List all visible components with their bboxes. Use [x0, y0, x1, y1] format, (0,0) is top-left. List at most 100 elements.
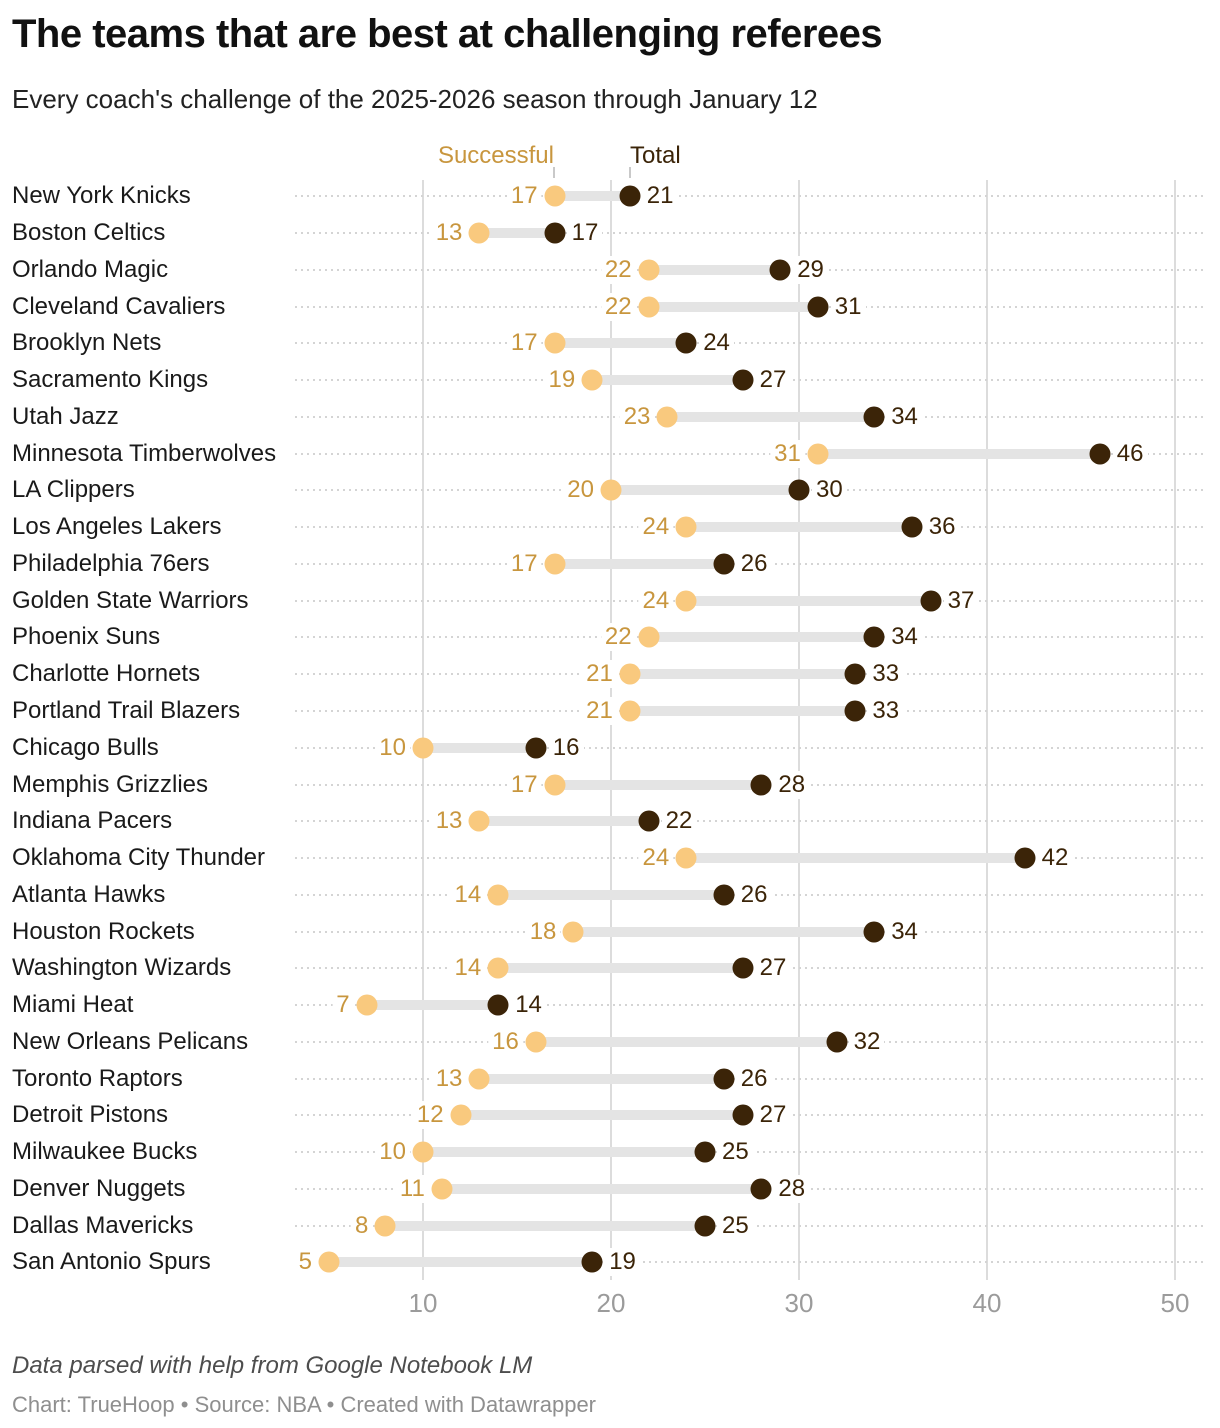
total-dot [863, 406, 885, 428]
chart-row: Indiana Pacers 13 22 [0, 802, 1220, 840]
legend-label-total: Total [630, 142, 681, 169]
team-label: Atlanta Hawks [0, 876, 182, 914]
range-connector [611, 485, 799, 496]
total-value: 32 [849, 1027, 885, 1056]
total-dot [863, 626, 885, 648]
total-value: 28 [774, 1174, 810, 1203]
total-value: 36 [924, 513, 960, 542]
legend-tick-successful [553, 167, 555, 178]
range-connector [554, 779, 762, 790]
chart-row: Charlotte Hornets 21 33 [0, 655, 1220, 693]
team-label: New Orleans Pelicans [0, 1023, 265, 1061]
chart-title: The teams that are best at challenging r… [12, 12, 883, 56]
successful-dot [374, 1215, 396, 1237]
team-label: Washington Wizards [0, 949, 248, 987]
chart-row: Minnesota Timberwolves 31 46 [0, 435, 1220, 473]
total-value: 21 [642, 182, 678, 211]
successful-value: 24 [638, 513, 674, 542]
team-label: Orlando Magic [0, 251, 185, 289]
chart-row: Oklahoma City Thunder 24 42 [0, 839, 1220, 877]
total-value: 33 [868, 697, 904, 725]
range-connector [686, 853, 1025, 864]
team-label: Oklahoma City Thunder [0, 839, 282, 877]
chart-row: Cleveland Cavaliers 22 31 [0, 288, 1220, 326]
successful-value: 21 [582, 697, 617, 725]
total-dot [525, 737, 547, 759]
total-dot [1014, 847, 1036, 869]
total-dot [844, 700, 866, 722]
successful-value: 22 [600, 292, 636, 321]
range-connector [648, 632, 875, 643]
team-label: Detroit Pistons [0, 1097, 185, 1134]
team-label: Philadelphia 76ers [0, 545, 226, 583]
range-connector [629, 706, 856, 716]
total-dot [826, 1031, 848, 1053]
total-value: 34 [887, 917, 922, 946]
successful-dot [468, 1068, 490, 1090]
team-label: Charlotte Hornets [0, 655, 217, 693]
range-connector [648, 264, 781, 275]
total-value: 29 [793, 255, 828, 284]
successful-dot [318, 1251, 340, 1273]
successful-value: 8 [351, 1211, 373, 1240]
range-connector [592, 375, 743, 386]
total-value: 42 [1037, 844, 1073, 873]
range-connector [629, 669, 856, 680]
successful-value: 24 [638, 586, 674, 615]
x-axis-label: 20 [596, 1288, 626, 1318]
successful-dot [487, 884, 509, 906]
successful-dot [619, 663, 641, 685]
team-label: Dallas Mavericks [0, 1207, 210, 1245]
leader-line [295, 1004, 1206, 1007]
successful-value: 24 [638, 844, 674, 873]
range-connector [329, 1257, 593, 1268]
total-dot [487, 994, 509, 1016]
successful-dot [412, 737, 434, 759]
team-label: San Antonio Spurs [0, 1244, 227, 1281]
team-label: Indiana Pacers [0, 802, 189, 840]
range-connector [554, 338, 687, 349]
successful-value: 11 [395, 1174, 429, 1203]
range-connector [423, 1147, 705, 1158]
successful-dot [638, 626, 660, 648]
chart-row: Golden State Warriors 24 37 [0, 582, 1220, 620]
gridline [986, 180, 988, 1280]
total-dot [713, 553, 735, 575]
gridline [798, 180, 800, 1280]
successful-dot [807, 443, 829, 465]
chart-row: Boston Celtics 13 17 [0, 214, 1220, 252]
successful-dot [450, 1104, 472, 1126]
successful-dot [487, 957, 509, 979]
range-connector [479, 228, 555, 239]
leader-line [295, 342, 1206, 345]
total-value: 26 [736, 549, 772, 578]
total-value: 34 [887, 623, 922, 652]
successful-dot [619, 700, 641, 722]
total-dot [769, 259, 791, 281]
total-value: 46 [1112, 439, 1148, 468]
successful-dot [581, 369, 603, 391]
team-label: Sacramento Kings [0, 361, 225, 399]
team-label: Cleveland Cavaliers [0, 288, 242, 326]
total-value: 27 [755, 1101, 791, 1130]
successful-value: 18 [525, 917, 561, 946]
chart-row: Phoenix Suns 22 34 [0, 619, 1220, 656]
chart-row: Philadelphia 76ers 17 26 [0, 545, 1220, 583]
successful-dot [675, 847, 697, 869]
total-dot [732, 369, 754, 391]
total-dot [581, 1251, 603, 1273]
successful-dot [356, 994, 378, 1016]
successful-dot [544, 332, 566, 354]
plot-area: New York Knicks 17 21 Boston Celtics 13 17 Orl… [0, 178, 1220, 1284]
range-connector [573, 926, 875, 937]
successful-dot [431, 1178, 453, 1200]
team-label: Toronto Raptors [0, 1060, 199, 1097]
total-value: 33 [868, 660, 904, 689]
successful-value: 12 [412, 1101, 448, 1130]
range-connector [648, 301, 818, 312]
successful-value: 13 [431, 219, 467, 248]
chart-subtitle: Every coach's challenge of the 2025-2026… [12, 84, 818, 114]
successful-dot [562, 921, 584, 943]
leader-line [295, 195, 1206, 198]
